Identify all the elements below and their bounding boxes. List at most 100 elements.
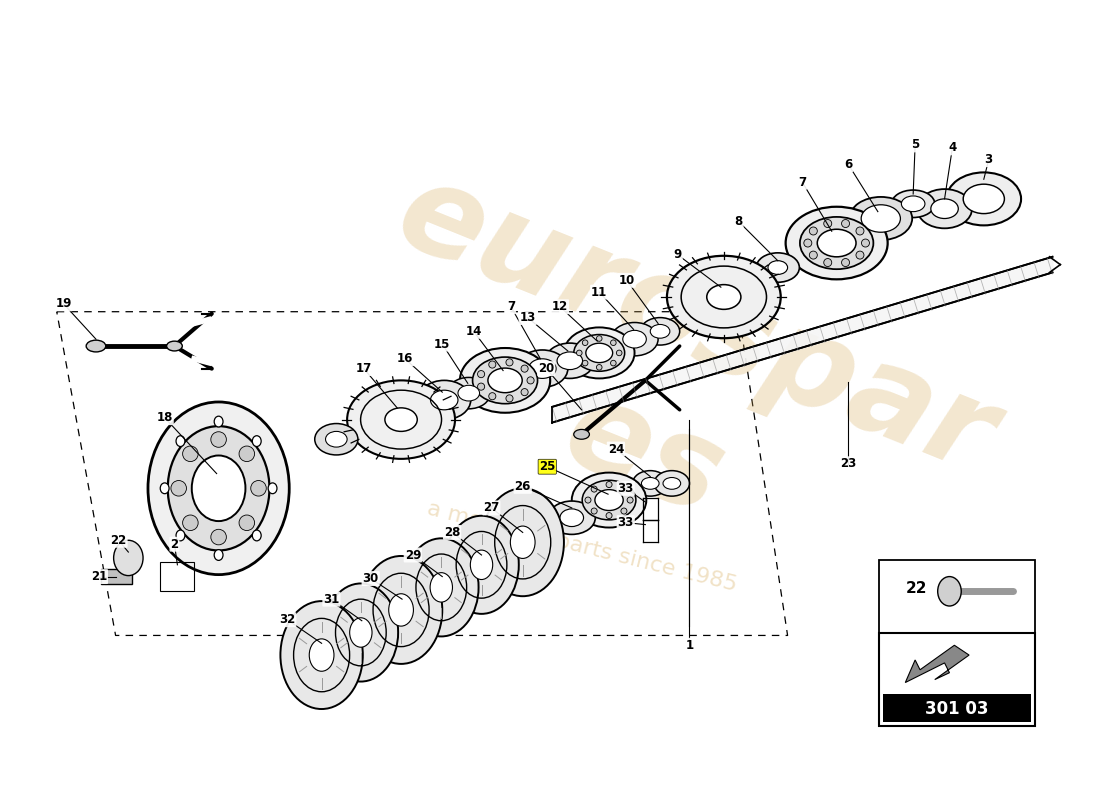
Text: 14: 14: [465, 325, 482, 338]
Circle shape: [211, 432, 227, 447]
Text: 7: 7: [507, 300, 515, 314]
Circle shape: [620, 486, 627, 492]
Ellipse shape: [350, 618, 372, 647]
Ellipse shape: [654, 470, 690, 496]
Ellipse shape: [572, 473, 647, 527]
Circle shape: [596, 336, 602, 342]
Ellipse shape: [756, 253, 800, 282]
Text: 23: 23: [840, 458, 857, 470]
Circle shape: [582, 360, 587, 366]
FancyBboxPatch shape: [879, 634, 1035, 726]
Ellipse shape: [385, 408, 417, 431]
Circle shape: [521, 389, 528, 396]
Ellipse shape: [444, 516, 519, 614]
Circle shape: [824, 219, 832, 227]
Circle shape: [606, 513, 612, 518]
Ellipse shape: [191, 455, 245, 521]
Ellipse shape: [595, 490, 624, 510]
Ellipse shape: [946, 173, 1021, 226]
Text: eurospar
es: eurospar es: [329, 151, 1011, 630]
Ellipse shape: [473, 357, 538, 404]
Ellipse shape: [214, 550, 223, 560]
Circle shape: [183, 515, 198, 530]
Ellipse shape: [460, 348, 550, 413]
Ellipse shape: [849, 197, 912, 240]
Text: 30: 30: [363, 572, 378, 585]
Ellipse shape: [430, 390, 458, 410]
Ellipse shape: [707, 285, 741, 310]
Text: 26: 26: [515, 480, 531, 493]
Circle shape: [856, 227, 864, 235]
Ellipse shape: [586, 343, 613, 362]
Circle shape: [477, 383, 485, 390]
Ellipse shape: [785, 206, 888, 279]
Ellipse shape: [517, 350, 568, 387]
Text: 18: 18: [156, 411, 173, 424]
Ellipse shape: [564, 327, 635, 378]
Circle shape: [824, 258, 832, 266]
Ellipse shape: [574, 334, 625, 371]
Circle shape: [610, 340, 616, 346]
Text: 21: 21: [91, 570, 107, 583]
Text: 25: 25: [539, 460, 556, 474]
Text: 9: 9: [673, 248, 682, 262]
Ellipse shape: [964, 184, 1004, 214]
FancyBboxPatch shape: [879, 560, 1035, 633]
Ellipse shape: [148, 402, 289, 574]
Ellipse shape: [901, 196, 925, 212]
Circle shape: [521, 365, 528, 372]
Text: 24: 24: [607, 442, 624, 455]
Text: 22: 22: [905, 581, 927, 596]
Ellipse shape: [623, 330, 647, 348]
Circle shape: [610, 360, 616, 366]
Circle shape: [616, 350, 622, 356]
Text: 33: 33: [617, 516, 634, 529]
Ellipse shape: [548, 501, 595, 534]
Text: 15: 15: [434, 338, 451, 350]
Circle shape: [239, 515, 254, 530]
Circle shape: [506, 359, 513, 366]
Ellipse shape: [176, 530, 185, 541]
Text: 10: 10: [618, 274, 635, 287]
Ellipse shape: [280, 601, 363, 709]
Ellipse shape: [574, 430, 590, 439]
Ellipse shape: [326, 431, 348, 447]
Circle shape: [506, 395, 513, 402]
Ellipse shape: [488, 368, 522, 393]
Text: 4: 4: [948, 142, 957, 154]
Ellipse shape: [161, 483, 169, 494]
Circle shape: [591, 486, 597, 492]
Ellipse shape: [86, 340, 106, 352]
Ellipse shape: [482, 488, 564, 596]
Bar: [883, 694, 1031, 722]
Ellipse shape: [931, 199, 958, 218]
Text: 5: 5: [911, 138, 920, 151]
Text: 17: 17: [355, 362, 372, 375]
Text: 12: 12: [552, 300, 568, 314]
Ellipse shape: [214, 416, 223, 427]
Ellipse shape: [458, 386, 480, 401]
Ellipse shape: [546, 343, 594, 378]
Ellipse shape: [510, 526, 535, 558]
Circle shape: [477, 370, 485, 378]
Text: 11: 11: [591, 286, 607, 298]
Bar: [101, 569, 132, 585]
Circle shape: [527, 377, 535, 384]
Text: 27: 27: [483, 502, 499, 514]
Bar: [160, 562, 194, 591]
Ellipse shape: [113, 540, 143, 576]
Text: 16: 16: [397, 352, 414, 366]
Ellipse shape: [861, 205, 901, 232]
Text: 33: 33: [617, 482, 634, 494]
Ellipse shape: [315, 423, 358, 455]
Ellipse shape: [650, 325, 670, 338]
Text: 32: 32: [279, 614, 296, 626]
Text: 19: 19: [55, 298, 72, 310]
Ellipse shape: [640, 318, 680, 345]
Ellipse shape: [404, 538, 478, 637]
Ellipse shape: [252, 530, 261, 541]
Ellipse shape: [323, 583, 398, 682]
Ellipse shape: [176, 436, 185, 446]
Circle shape: [861, 239, 869, 247]
Ellipse shape: [768, 261, 788, 274]
